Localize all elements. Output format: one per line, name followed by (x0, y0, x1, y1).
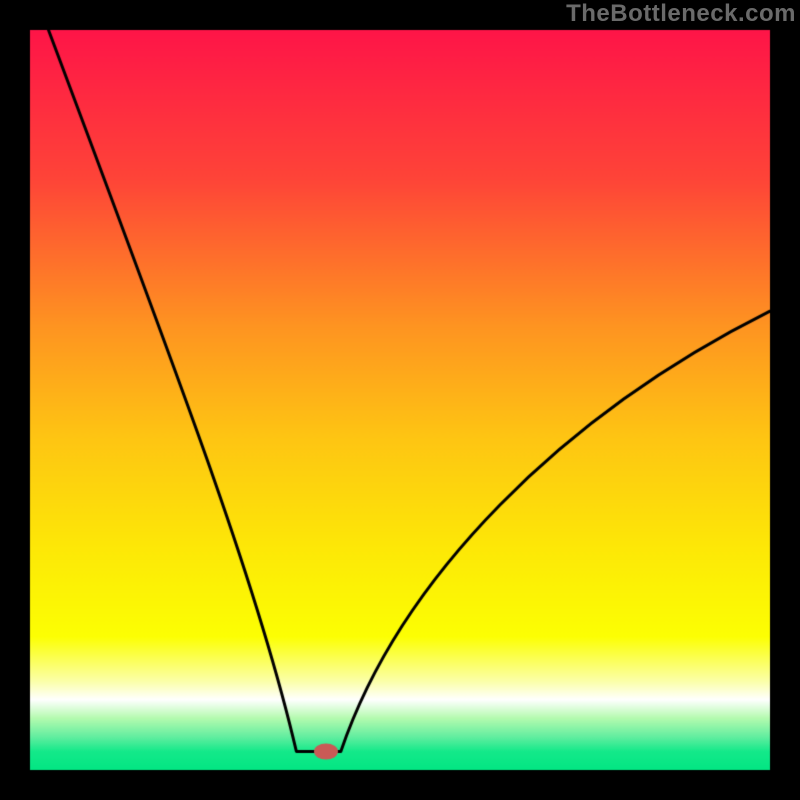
bottleneck-chart (0, 0, 800, 800)
watermark-text: TheBottleneck.com (566, 0, 796, 28)
